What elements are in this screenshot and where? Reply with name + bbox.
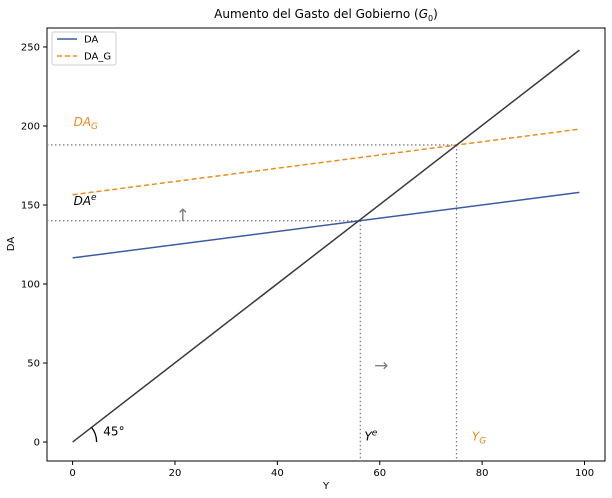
x-tick-label: 0: [69, 468, 75, 479]
series-45-degree-line: [72, 49, 580, 443]
y-tick-label: 250: [21, 42, 40, 53]
y-tick-label: 50: [27, 359, 40, 370]
angle-arc: [91, 427, 98, 443]
x-tick-label: 60: [373, 468, 386, 479]
series-da-g-line: [72, 128, 580, 196]
x-tick-label: 20: [169, 468, 182, 479]
y-tick-label: 100: [21, 280, 40, 291]
up-arrow-icon: ↑: [176, 206, 190, 226]
y-tick-label: 0: [34, 438, 40, 449]
chart-title: Aumento del Gasto del Gobierno (G0): [214, 7, 438, 23]
x-tick-label: 100: [575, 468, 594, 479]
y-tick-label: 150: [21, 200, 40, 211]
y-e-label: Ye: [364, 429, 377, 444]
series-layer: [72, 49, 580, 443]
y-g-label: YG: [472, 430, 486, 447]
x-tick-label: 80: [476, 468, 489, 479]
legend-label-da-g: DA_G: [84, 52, 111, 63]
guide-lines: [47, 144, 458, 461]
y-axis-label: DA: [6, 237, 17, 252]
annotations: DAG DAe Ye YG 45° ↑ →: [74, 115, 487, 447]
legend: DA DA_G: [51, 31, 117, 66]
plot-area: [46, 27, 606, 462]
x-axis-label: Y: [322, 481, 330, 492]
legend-label-da: DA: [84, 35, 99, 46]
da-e-label: DAe: [74, 193, 97, 208]
angle-label: 45°: [103, 425, 124, 439]
x-tick-label: 40: [271, 468, 284, 479]
series-da-line: [72, 191, 580, 259]
y-tick-label: 200: [21, 121, 40, 132]
plot-frame: [46, 27, 606, 462]
right-arrow-icon: →: [374, 356, 388, 376]
x-axis: 0 20 40 60 80 100: [69, 461, 594, 479]
y-axis: 0 50 100 150 200 250: [21, 42, 47, 449]
da-g-label: DAG: [74, 115, 98, 132]
